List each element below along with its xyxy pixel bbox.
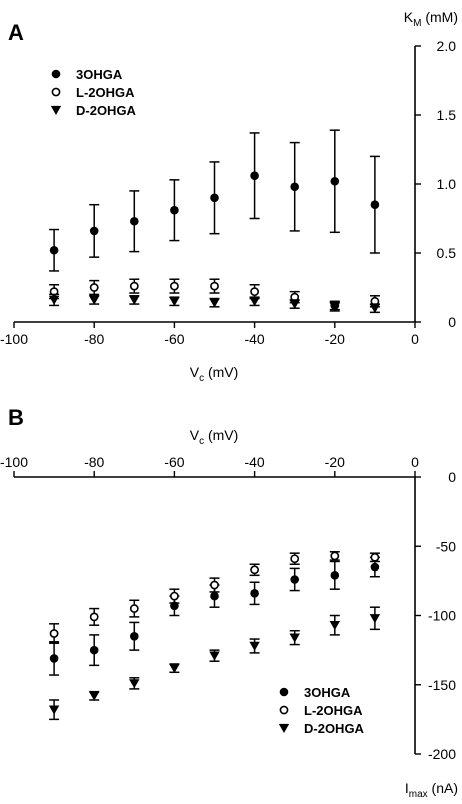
data-point bbox=[89, 612, 99, 622]
series-d-2ohga bbox=[48, 293, 381, 314]
data-point bbox=[89, 283, 99, 292]
data-point bbox=[209, 651, 220, 661]
x-tick-label: -40 bbox=[244, 331, 264, 347]
data-point bbox=[89, 691, 100, 701]
data-point bbox=[370, 200, 380, 209]
legend-marker bbox=[51, 87, 61, 97]
panel-label: B bbox=[8, 405, 24, 430]
data-point bbox=[49, 629, 59, 638]
data-point bbox=[330, 571, 340, 580]
legend-marker bbox=[50, 105, 62, 115]
data-point bbox=[130, 631, 139, 641]
data-point bbox=[329, 621, 340, 631]
y-tick-label: -150 bbox=[428, 677, 456, 693]
y-tick-label: 1.0 bbox=[437, 176, 457, 192]
x-tick-label: -40 bbox=[244, 454, 264, 470]
series-d-2ohga bbox=[48, 606, 381, 721]
data-point bbox=[370, 552, 380, 562]
data-point bbox=[170, 205, 179, 215]
data-point bbox=[289, 633, 300, 643]
data-point bbox=[250, 589, 259, 598]
data-point bbox=[210, 193, 219, 203]
y-tick-label: 0 bbox=[448, 314, 456, 330]
data-point bbox=[210, 281, 219, 291]
data-point bbox=[329, 302, 340, 312]
data-point bbox=[49, 654, 59, 663]
y-tick-label: 0.5 bbox=[437, 245, 457, 261]
x-tick-label: -60 bbox=[164, 331, 184, 347]
data-point bbox=[290, 554, 300, 564]
data-point bbox=[330, 176, 340, 186]
data-point bbox=[130, 216, 139, 226]
legend-marker bbox=[51, 69, 61, 79]
data-point bbox=[290, 575, 300, 584]
data-point bbox=[89, 226, 99, 236]
legend-label: D-2OHGA bbox=[76, 103, 137, 118]
legend-label: L-2OHGA bbox=[304, 703, 363, 718]
legend: 3OHGA L-2OHGA D-2OHGA bbox=[50, 67, 137, 118]
legend: 3OHGA L-2OHGA D-2OHGA bbox=[278, 685, 365, 736]
x-tick-label: 0 bbox=[411, 331, 419, 347]
data-point bbox=[48, 295, 60, 305]
x-tick-label: -60 bbox=[164, 454, 184, 470]
data-point bbox=[209, 298, 220, 308]
data-point bbox=[330, 551, 340, 561]
legend-marker bbox=[279, 705, 289, 715]
x-tick-label: -100 bbox=[0, 331, 28, 347]
legend-label: D-2OHGA bbox=[304, 721, 365, 736]
x-tick-label: 0 bbox=[411, 454, 419, 470]
x-tick-label: -80 bbox=[84, 454, 104, 470]
data-point bbox=[210, 580, 219, 590]
x-tick-label: -20 bbox=[325, 454, 345, 470]
data-point bbox=[89, 295, 100, 305]
y-tick-label: 0 bbox=[448, 469, 456, 485]
y-tick-label: 1.5 bbox=[437, 107, 457, 123]
data-point bbox=[369, 304, 381, 314]
legend-marker bbox=[279, 687, 289, 697]
x-axis-title: Vc (mV) bbox=[190, 427, 239, 447]
data-point bbox=[129, 604, 139, 613]
series-l-2ohga bbox=[49, 551, 380, 644]
data-point bbox=[129, 281, 139, 291]
data-point bbox=[290, 182, 300, 192]
legend-label: 3OHGA bbox=[304, 685, 351, 700]
x-axis-title: Vc (mV) bbox=[190, 364, 239, 384]
x-tick-label: -100 bbox=[0, 454, 28, 470]
data-point bbox=[369, 614, 381, 624]
data-point bbox=[249, 297, 260, 307]
panel-label: A bbox=[8, 20, 24, 45]
legend-label: 3OHGA bbox=[76, 67, 123, 82]
x-tick-label: -20 bbox=[325, 331, 345, 347]
data-point bbox=[250, 171, 259, 181]
data-point bbox=[89, 645, 99, 655]
y-tick-label: -100 bbox=[428, 608, 456, 624]
data-point bbox=[129, 679, 140, 689]
x-tick-label: -80 bbox=[84, 331, 104, 347]
y-axis-title: Imax (nA) bbox=[405, 780, 458, 800]
data-point bbox=[49, 245, 59, 255]
series-3ohga bbox=[49, 129, 380, 272]
y-axis-title: KM (mM) bbox=[404, 9, 458, 29]
data-point bbox=[250, 565, 259, 575]
y-tick-label: -50 bbox=[436, 538, 456, 554]
data-point bbox=[169, 297, 180, 307]
data-point bbox=[129, 295, 140, 305]
data-point bbox=[210, 591, 219, 601]
legend-label: L-2OHGA bbox=[76, 85, 135, 100]
data-point bbox=[250, 287, 259, 297]
data-point bbox=[169, 663, 180, 674]
data-point bbox=[289, 299, 300, 309]
data-point bbox=[48, 705, 60, 715]
data-point bbox=[169, 591, 179, 601]
data-point bbox=[249, 641, 260, 651]
data-point bbox=[169, 281, 179, 291]
legend-marker bbox=[278, 723, 290, 733]
data-point bbox=[370, 562, 380, 572]
y-tick-label: 2.0 bbox=[437, 38, 457, 54]
y-tick-label: -200 bbox=[428, 746, 456, 762]
panel-a-chart: A -100 -80 -60 -40 -20 0 0 0.5 1.0 1.5 2.0 Vc (mV) KM… bbox=[0, 9, 458, 384]
